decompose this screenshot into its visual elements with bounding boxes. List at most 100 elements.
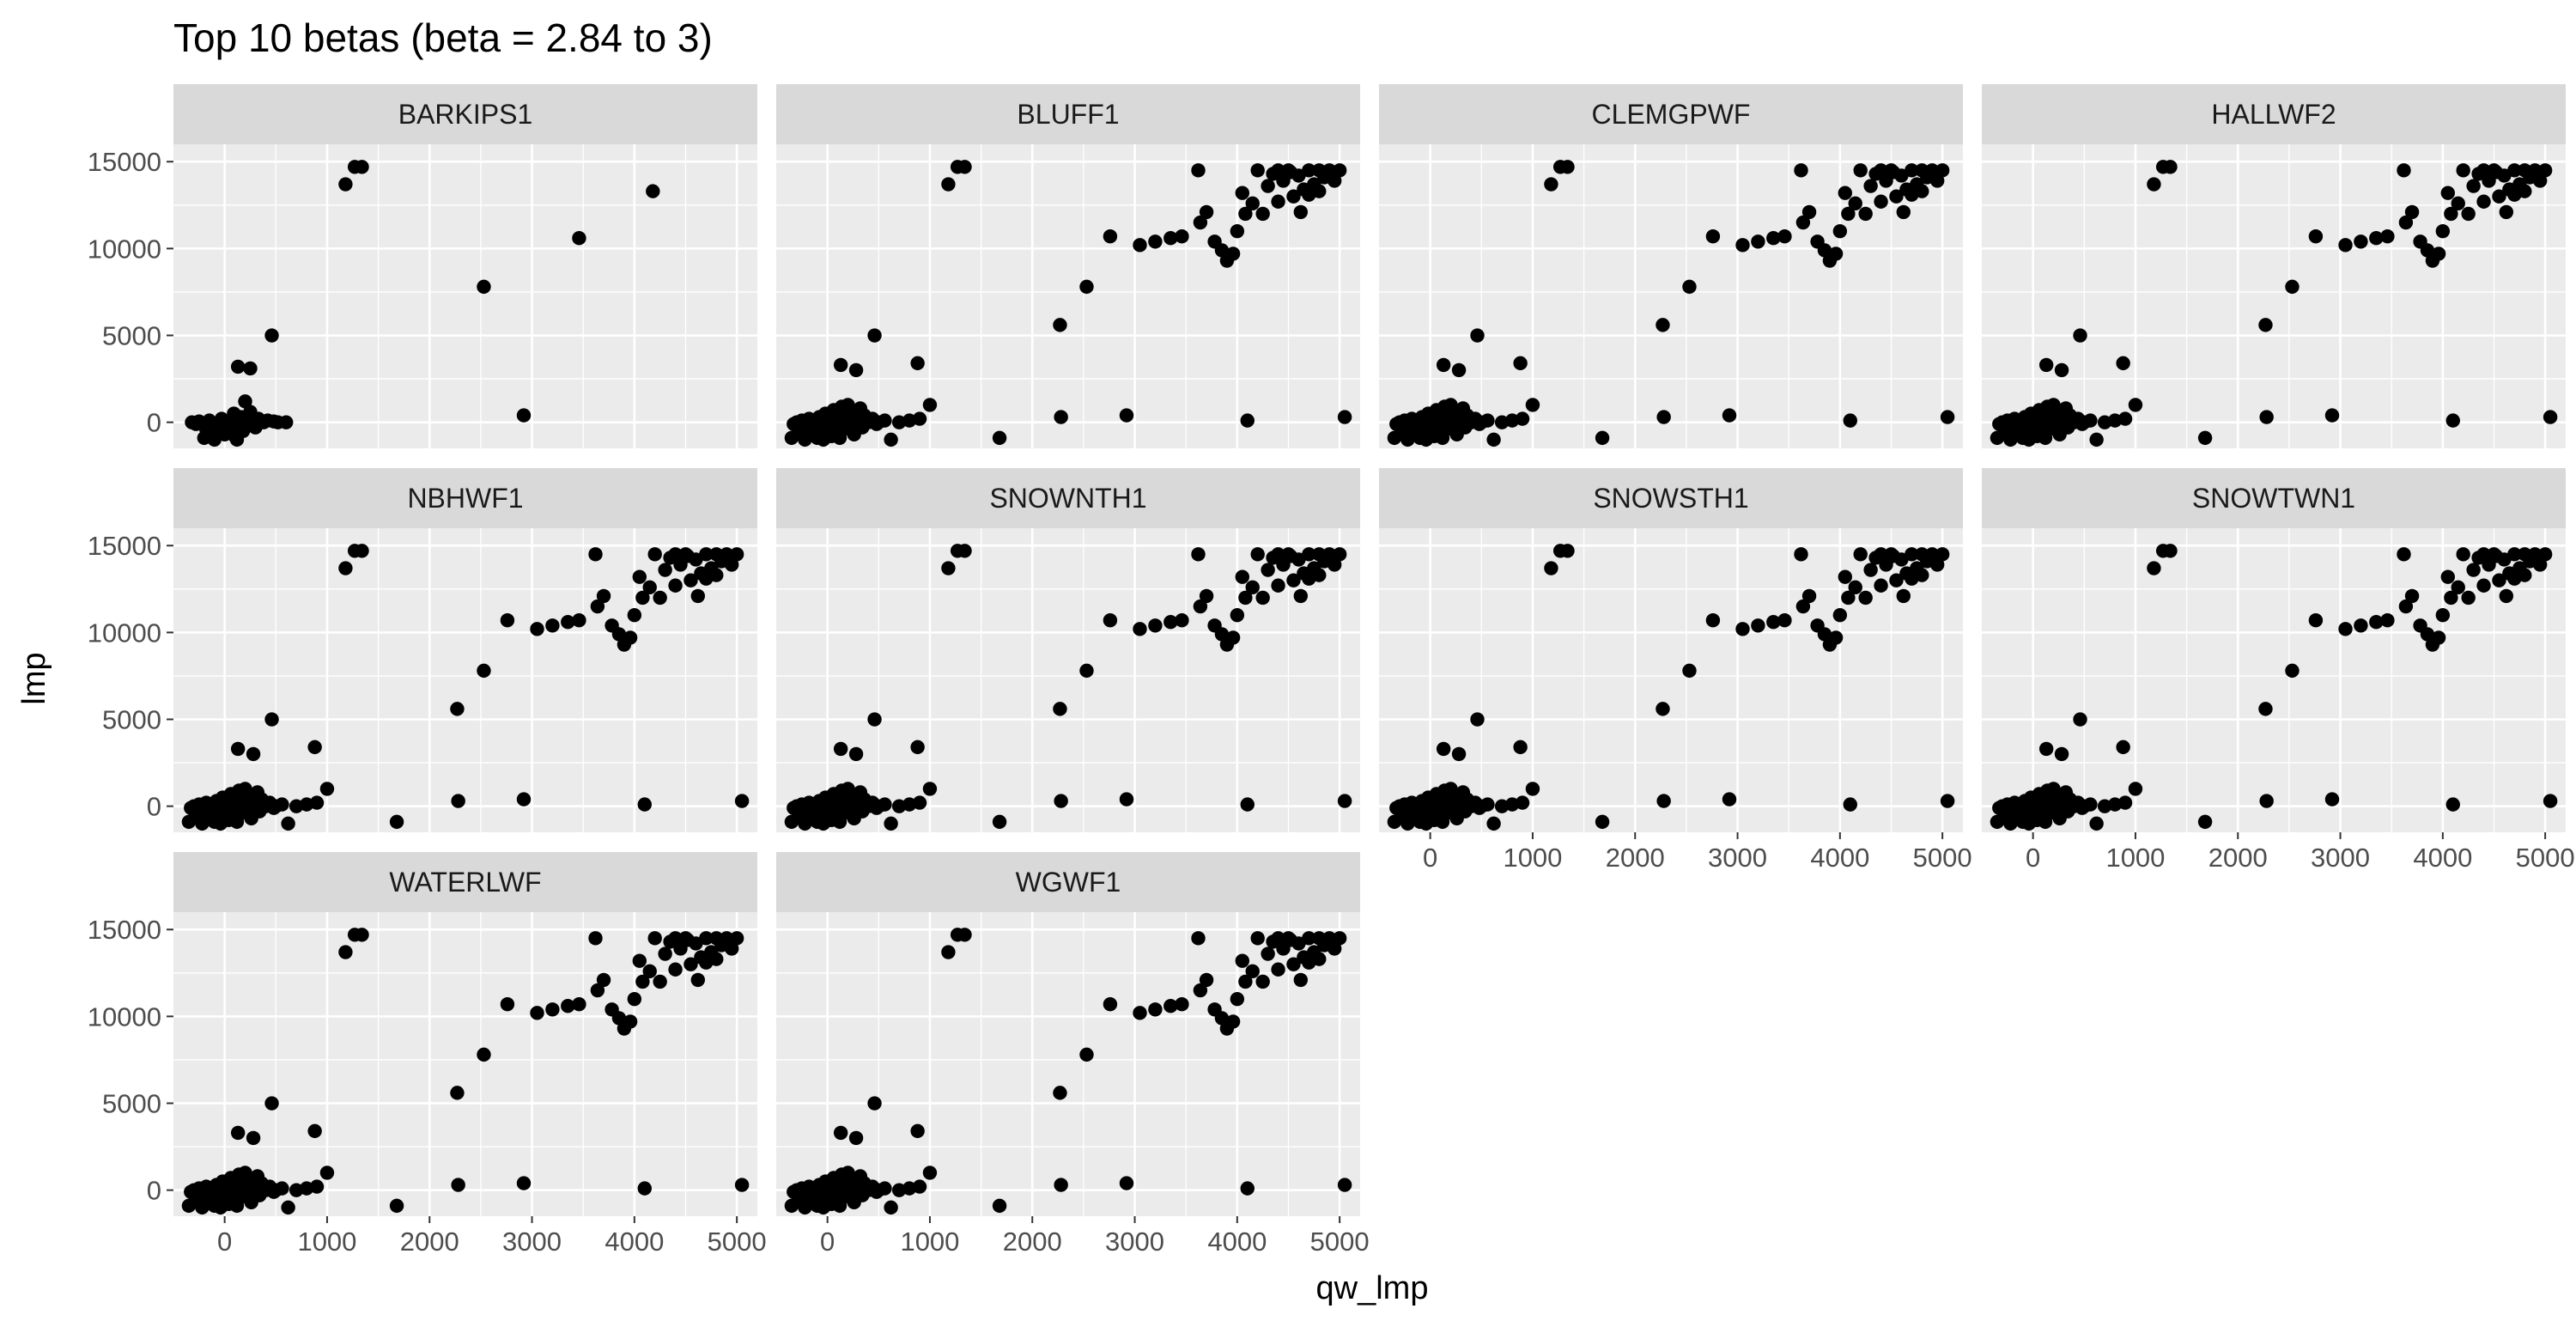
data-point bbox=[623, 630, 638, 645]
data-point bbox=[1103, 229, 1118, 244]
x-tick-label: 5000 bbox=[2516, 843, 2575, 873]
data-point bbox=[699, 547, 714, 562]
data-point bbox=[1193, 983, 1208, 998]
data-point bbox=[1225, 247, 1241, 261]
data-point bbox=[2354, 234, 2368, 249]
data-point bbox=[1230, 223, 1245, 239]
data-point bbox=[2369, 615, 2384, 630]
data-point bbox=[680, 549, 696, 563]
data-point bbox=[2445, 797, 2460, 812]
x-tick-label: 0 bbox=[1423, 843, 1437, 873]
data-point bbox=[2537, 163, 2553, 178]
data-point bbox=[2476, 194, 2491, 209]
data-point bbox=[1929, 557, 1945, 572]
facet-barkips1: BARKIPS1 0 5000 10000 15000 bbox=[88, 84, 757, 448]
data-point bbox=[2116, 356, 2130, 371]
data-point bbox=[281, 1200, 295, 1215]
data-point bbox=[653, 974, 667, 989]
data-point bbox=[912, 795, 927, 810]
data-point bbox=[264, 1096, 279, 1111]
data-point bbox=[2404, 204, 2420, 220]
facet-panel bbox=[776, 912, 1360, 1216]
x-tick-label: 3000 bbox=[1105, 1227, 1164, 1257]
y-tick-label: 0 bbox=[147, 792, 161, 822]
data-point bbox=[2083, 413, 2098, 428]
data-point bbox=[1863, 179, 1878, 193]
facet-strip bbox=[776, 852, 1360, 912]
data-point bbox=[1841, 590, 1856, 606]
data-point bbox=[867, 328, 882, 343]
data-point bbox=[1235, 953, 1250, 968]
x-tick-label: 4000 bbox=[1810, 843, 1869, 873]
data-point bbox=[1312, 952, 1327, 966]
data-point bbox=[623, 1014, 638, 1029]
data-point bbox=[690, 972, 706, 988]
data-point bbox=[307, 740, 322, 755]
data-point bbox=[699, 931, 714, 946]
data-point bbox=[338, 945, 353, 959]
data-point bbox=[1103, 997, 1118, 1012]
data-point bbox=[1905, 163, 1919, 178]
data-point bbox=[957, 160, 972, 174]
data-point bbox=[1302, 931, 1316, 946]
data-point bbox=[848, 1130, 864, 1146]
data-point bbox=[1225, 1014, 1241, 1029]
data-point bbox=[2147, 177, 2161, 192]
data-point bbox=[545, 1002, 560, 1017]
data-point bbox=[2258, 318, 2273, 332]
data-point bbox=[658, 563, 672, 577]
data-point bbox=[683, 957, 698, 971]
data-point bbox=[1838, 186, 1853, 200]
data-point bbox=[355, 544, 369, 558]
data-point bbox=[884, 816, 898, 831]
data-point bbox=[1235, 569, 1250, 584]
data-point bbox=[1838, 569, 1853, 584]
data-point bbox=[1925, 547, 1940, 562]
data-point bbox=[2038, 741, 2054, 757]
data-point bbox=[275, 1181, 289, 1196]
data-point bbox=[833, 357, 848, 373]
data-point bbox=[1191, 163, 1206, 178]
facet-strip-label: BLUFF1 bbox=[1017, 99, 1119, 130]
data-point bbox=[1470, 712, 1485, 727]
x-tick-label: 2000 bbox=[2208, 843, 2268, 873]
data-point bbox=[572, 231, 586, 246]
data-point bbox=[1915, 568, 1929, 582]
data-point bbox=[2445, 413, 2460, 428]
data-point bbox=[1874, 163, 1888, 178]
data-point bbox=[338, 177, 353, 192]
data-point bbox=[246, 746, 261, 762]
data-point bbox=[910, 356, 925, 371]
data-point bbox=[1238, 974, 1253, 989]
data-point bbox=[2089, 816, 2104, 831]
data-point bbox=[279, 415, 294, 429]
data-point bbox=[878, 1181, 892, 1196]
x-tick-label: 1000 bbox=[297, 1227, 356, 1257]
data-point bbox=[2324, 408, 2340, 423]
data-point bbox=[1293, 204, 1309, 220]
data-point bbox=[2083, 797, 2098, 812]
data-point bbox=[1874, 194, 1888, 209]
data-point bbox=[2451, 196, 2465, 210]
data-point bbox=[1240, 1181, 1255, 1196]
data-point bbox=[2532, 557, 2548, 572]
data-point bbox=[1828, 247, 1844, 261]
data-point bbox=[1238, 206, 1253, 222]
data-point bbox=[632, 953, 647, 968]
data-point bbox=[1332, 547, 1347, 562]
data-point bbox=[1766, 231, 1781, 246]
data-point bbox=[516, 792, 532, 807]
data-point bbox=[572, 997, 586, 1012]
data-point bbox=[1656, 702, 1670, 716]
data-point bbox=[1283, 933, 1298, 947]
data-point bbox=[1656, 794, 1671, 808]
data-point bbox=[1271, 163, 1285, 178]
x-tick-label: 3000 bbox=[1708, 843, 1767, 873]
data-point bbox=[884, 1200, 898, 1215]
facet-waterlwf: WATERLWF 0 5000 10000 15000 0 1000 2000 3000 4000… bbox=[88, 852, 767, 1257]
data-point bbox=[588, 931, 603, 946]
data-point bbox=[2528, 547, 2543, 562]
data-point bbox=[1119, 1176, 1134, 1190]
facet-strip-label: WATERLWF bbox=[389, 867, 541, 898]
x-tick-label: 1000 bbox=[2105, 843, 2165, 873]
